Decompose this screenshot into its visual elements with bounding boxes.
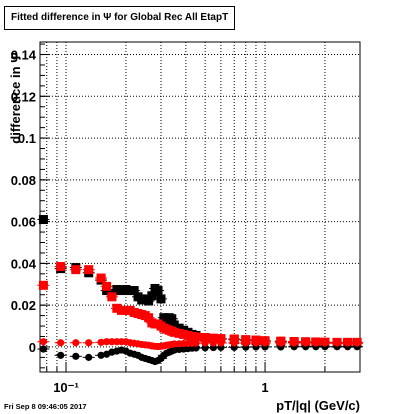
data-point-square [144, 296, 154, 306]
data-point-square [112, 285, 122, 294]
y-tick-label: 0.02 [11, 298, 36, 313]
data-point-square [191, 332, 201, 342]
x-tick-label: 10⁻¹ [53, 380, 79, 395]
data-point-circle [302, 339, 310, 347]
data-point-square [96, 273, 106, 283]
data-point-square [153, 286, 163, 296]
data-point-circle [333, 339, 341, 347]
data-point-square [129, 286, 139, 296]
y-axis-title: difference in Ψ [8, 52, 23, 143]
data-point-square [56, 262, 66, 272]
data-point-circle [85, 353, 93, 361]
data-point-circle [230, 339, 238, 347]
y-tick-label: 0.08 [11, 173, 36, 188]
y-tick-label: 0.1 [18, 131, 36, 146]
data-point-circle [321, 339, 329, 347]
x-tick-label: 1 [261, 380, 268, 395]
data-point-square [156, 294, 166, 304]
data-point-circle [85, 339, 93, 347]
data-point-square [107, 292, 117, 302]
data-point-square [208, 333, 218, 343]
data-point-circle [192, 339, 200, 347]
data-point-square [229, 334, 239, 344]
data-point-square [84, 265, 94, 275]
y-tick-label: 0.04 [11, 256, 37, 271]
chart-title: Fitted difference in Ψ for Global Rec Al… [4, 6, 236, 30]
axes: 0 0.02 0.04 0.06 0.08 0.1 0.12 0.14 10⁻¹ 1 [11, 43, 361, 395]
y-tick-label: 0.12 [11, 89, 36, 104]
data-point-square [200, 333, 210, 343]
data-point-square [174, 323, 184, 333]
data-point-circle [57, 351, 65, 359]
data-point-circle [97, 351, 105, 359]
data-point-square [38, 280, 48, 290]
data-point-circle [57, 339, 65, 347]
y-tick-label: 0.14 [11, 48, 37, 63]
data-point-circle [39, 345, 48, 353]
data-point-square [38, 215, 48, 225]
data-point-circle [344, 339, 352, 347]
data-point-circle [312, 339, 320, 347]
data-point-circle [201, 339, 209, 347]
data-point-square [167, 314, 177, 324]
data-point-circle [277, 339, 285, 347]
data-point-circle [261, 339, 269, 347]
y-tick-label: 0.06 [11, 215, 36, 230]
y-tick-label: 0 [29, 340, 36, 355]
x-axis-title: pT/|q| (GeV/c) [276, 398, 360, 413]
data-point-square [169, 327, 179, 337]
data-point-square [71, 265, 81, 275]
data-point-circle [39, 338, 48, 346]
data-point-circle [252, 339, 260, 347]
grid-lines [40, 42, 361, 372]
data-point-circle [72, 339, 80, 347]
data-point-circle [290, 339, 298, 347]
data-points [37, 215, 364, 366]
data-point-circle [353, 339, 361, 347]
data-point-square [169, 320, 179, 330]
data-point-square [147, 291, 157, 301]
data-point-square [174, 328, 184, 338]
data-point-circle [242, 339, 250, 347]
plot-frame [39, 41, 361, 373]
timestamp: Fri Sep 8 09:46:05 2017 [4, 402, 87, 411]
data-point-circle [72, 352, 80, 360]
data-point-square [144, 313, 154, 323]
data-point-circle [209, 339, 217, 347]
data-point-square [112, 303, 122, 313]
data-point-circle [217, 339, 225, 347]
data-point-circle [97, 338, 105, 346]
data-point-square [216, 334, 226, 344]
data-point-square [102, 281, 112, 291]
